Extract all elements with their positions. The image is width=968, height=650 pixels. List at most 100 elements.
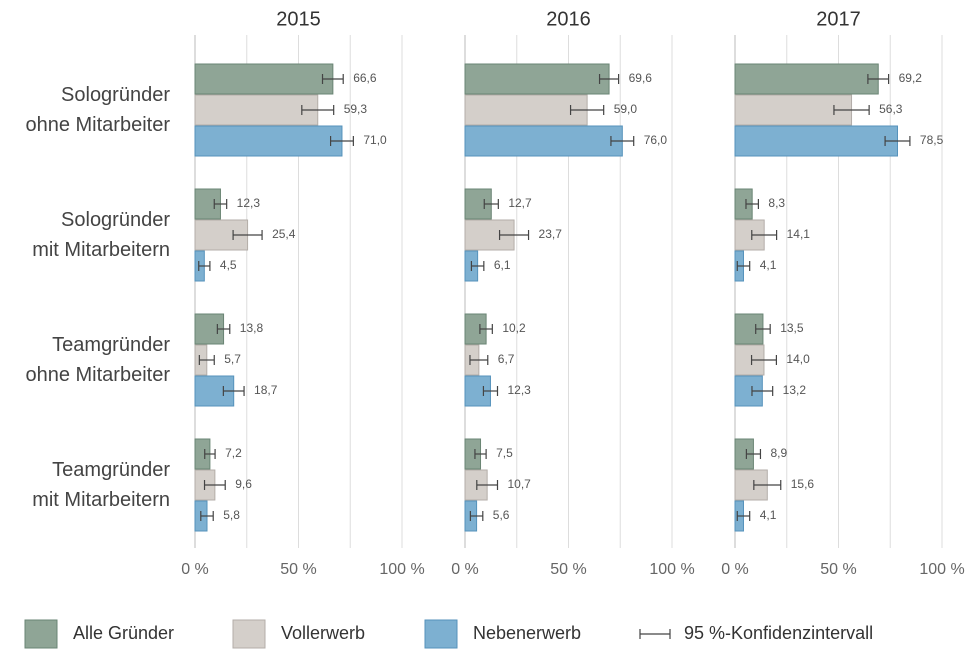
error-bar xyxy=(222,386,245,396)
value-label: 15,6 xyxy=(791,477,815,491)
category-label: Teamgründer mit Mitarbeitern xyxy=(32,459,170,511)
error-bar xyxy=(884,136,911,146)
category-label: Sologründer mit Mitarbeitern xyxy=(32,209,170,261)
value-label: 12,3 xyxy=(507,383,531,397)
error-bar xyxy=(476,480,499,490)
x-tick-label: 50 % xyxy=(280,561,316,578)
value-label: 18,7 xyxy=(254,383,278,397)
error-bar xyxy=(736,261,751,271)
value-label: 13,2 xyxy=(783,383,807,397)
x-tick-label: 100 % xyxy=(379,561,424,578)
bar xyxy=(194,94,319,126)
category-label: Sologründer ohne Mitarbeiter xyxy=(25,84,170,136)
error-bar xyxy=(470,261,485,271)
error-bar xyxy=(329,136,354,146)
x-tick-label: 0 % xyxy=(451,561,479,578)
panel-title: 2015 xyxy=(276,8,321,30)
bar xyxy=(734,63,879,95)
error-bar xyxy=(301,105,335,115)
value-label: 5,6 xyxy=(493,508,510,522)
value-label: 4,5 xyxy=(220,258,237,272)
value-label: 12,7 xyxy=(508,196,532,210)
error-bar xyxy=(736,511,751,521)
panel-title: 2017 xyxy=(816,8,861,30)
legend-swatch xyxy=(232,619,266,649)
bar xyxy=(194,125,343,157)
value-label: 23,7 xyxy=(539,227,563,241)
value-label: 12,3 xyxy=(237,196,261,210)
bar xyxy=(734,375,763,407)
error-bar xyxy=(483,199,499,209)
value-label: 14,1 xyxy=(787,227,811,241)
error-bar xyxy=(610,136,635,146)
error-bar xyxy=(482,386,499,396)
x-tick-label: 0 % xyxy=(721,561,749,578)
value-label: 76,0 xyxy=(644,133,668,147)
error-bar xyxy=(498,230,530,240)
value-label: 69,2 xyxy=(899,71,923,85)
bar xyxy=(464,125,623,157)
panel-title: 2016 xyxy=(546,8,591,30)
value-label: 8,9 xyxy=(770,446,787,460)
error-bar xyxy=(198,261,211,271)
error-bar xyxy=(200,511,214,521)
error-bar xyxy=(321,74,344,84)
value-label: 7,2 xyxy=(225,446,242,460)
value-label: 7,5 xyxy=(496,446,513,460)
bar xyxy=(464,63,610,95)
error-bar xyxy=(750,355,778,365)
legend-label: Alle Gründer xyxy=(73,623,174,643)
error-bar xyxy=(479,324,493,334)
x-tick-label: 50 % xyxy=(550,561,586,578)
error-bar xyxy=(569,105,605,115)
value-label: 5,7 xyxy=(224,352,241,366)
value-label: 6,1 xyxy=(494,258,511,272)
x-tick-label: 100 % xyxy=(919,561,964,578)
value-label: 13,8 xyxy=(240,321,264,335)
error-bar xyxy=(598,74,620,84)
bar xyxy=(194,63,334,95)
value-label: 4,1 xyxy=(760,508,777,522)
value-label: 71,0 xyxy=(363,133,387,147)
value-label: 69,6 xyxy=(629,71,653,85)
error-bar xyxy=(867,74,890,84)
value-label: 14,0 xyxy=(786,352,810,366)
error-bar xyxy=(745,199,759,209)
legend-swatch xyxy=(424,619,458,649)
error-bar xyxy=(833,105,870,115)
legend-label: Nebenerwerb xyxy=(473,623,581,643)
error-bar xyxy=(216,324,231,334)
category-label: Teamgründer ohne Mitarbeiter xyxy=(25,334,170,386)
error-bar xyxy=(753,480,782,490)
error-bar xyxy=(469,355,489,365)
value-label: 66,6 xyxy=(353,71,377,85)
value-label: 8,3 xyxy=(768,196,785,210)
value-label: 59,0 xyxy=(614,102,638,116)
x-tick-label: 50 % xyxy=(820,561,856,578)
error-bar xyxy=(469,511,484,521)
x-tick-label: 0 % xyxy=(181,561,209,578)
error-bar xyxy=(213,199,228,209)
x-tick-label: 100 % xyxy=(649,561,694,578)
value-label: 5,8 xyxy=(223,508,240,522)
bar xyxy=(734,94,853,126)
value-label: 6,7 xyxy=(498,352,515,366)
value-label: 59,3 xyxy=(344,102,368,116)
value-label: 9,6 xyxy=(235,477,252,491)
error-bar xyxy=(198,355,215,365)
legend-swatch xyxy=(24,619,58,649)
value-label: 10,7 xyxy=(507,477,531,491)
value-label: 25,4 xyxy=(272,227,296,241)
legend-label: 95 %-Konfidenzintervall xyxy=(684,623,873,643)
error-bar xyxy=(232,230,263,240)
error-bar xyxy=(755,324,771,334)
error-bar xyxy=(751,386,774,396)
error-bar xyxy=(204,449,216,459)
bar xyxy=(734,125,898,157)
value-label: 56,3 xyxy=(879,102,903,116)
error-bar xyxy=(751,230,778,240)
value-label: 13,5 xyxy=(780,321,804,335)
value-label: 78,5 xyxy=(920,133,944,147)
